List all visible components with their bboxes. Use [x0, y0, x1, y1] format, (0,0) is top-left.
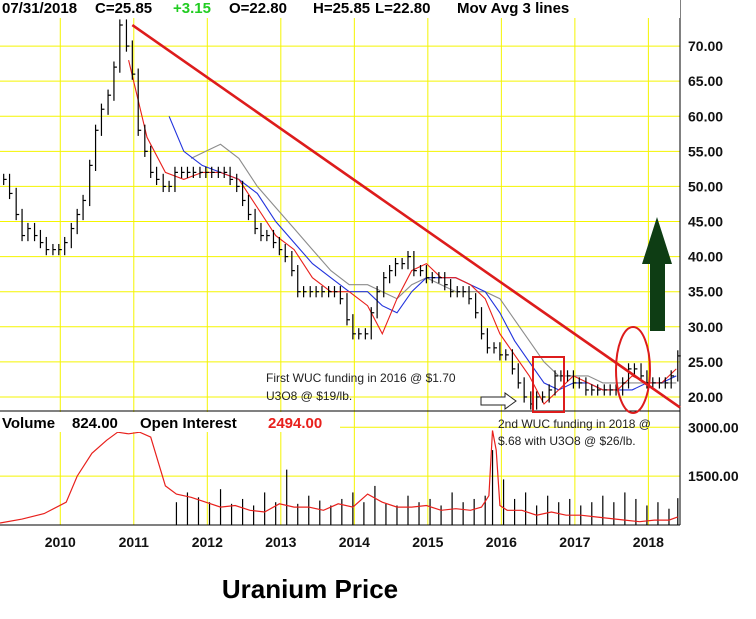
header-low: L=22.80 [375, 0, 430, 17]
price-grid [0, 18, 680, 525]
x-tick-label: 2017 [559, 534, 590, 550]
x-tick-label: 2014 [339, 534, 370, 550]
header-date: 07/31/2018 [2, 0, 77, 17]
price-tick-label: 20.00 [688, 389, 723, 405]
volume-tick-label: 3000.00 [688, 419, 739, 435]
volume-header-bg [0, 412, 340, 432]
x-axis-ticks: 2010 2011 2012 2013 2014 2015 2016 2017 2018 [45, 534, 664, 550]
price-tick-label: 70.00 [688, 38, 723, 54]
price-tick-label: 60.00 [688, 108, 723, 124]
annotation-second-line2: $.68 with U3O8 @ $26/lb. [498, 434, 636, 448]
x-tick-label: 2016 [486, 534, 517, 550]
x-tick-label: 2013 [265, 534, 296, 550]
trendline-layer [131, 23, 681, 409]
moving-average-layer [128, 59, 677, 405]
ma-slow-line [190, 143, 677, 384]
open-interest-layer [0, 430, 679, 524]
volume-axis-ticks: 1500.00 3000.00 [688, 419, 739, 484]
price-tick-label: 30.00 [688, 319, 723, 335]
price-bars [3, 19, 681, 410]
header-open: O=22.80 [229, 0, 287, 17]
annotation-second-line1: 2nd WUC funding in 2018 @ [498, 417, 651, 431]
price-tick-label: 35.00 [688, 284, 723, 300]
x-tick-label: 2011 [119, 534, 150, 550]
price-tick-label: 40.00 [688, 249, 723, 265]
pointer-arrow-icon [480, 392, 517, 410]
header-high: H=25.85 [313, 0, 370, 17]
ma-fast-line [128, 59, 677, 405]
x-tick-label: 2012 [192, 534, 223, 550]
x-tick-label: 2010 [45, 534, 76, 550]
header-bg [0, 0, 680, 18]
volume-value: 824.00 [72, 415, 118, 432]
open-interest-value: 2494.00 [268, 415, 322, 432]
volume-label: Volume [2, 415, 55, 432]
ma-mid-line [168, 116, 677, 391]
x-tick-label: 2015 [412, 534, 443, 550]
price-tick-label: 25.00 [688, 354, 723, 370]
header-change: +3.15 [173, 0, 211, 17]
volume-bars [175, 450, 679, 525]
highlight-box-2016 [532, 356, 565, 413]
annotation-first-line1: First WUC funding in 2016 @ $1.70 [266, 371, 456, 385]
x-tick-label: 2018 [633, 534, 664, 550]
open-interest-line [0, 430, 679, 524]
volume-tick-label: 1500.00 [688, 468, 739, 484]
price-axis-ticks: 20.00 25.00 30.00 35.00 40.00 45.00 50.00 55.00… [688, 38, 723, 405]
trendline [131, 23, 681, 409]
price-tick-label: 50.00 [688, 178, 723, 194]
header-close: C=25.85 [95, 0, 152, 17]
chart-caption: Uranium Price [221, 574, 399, 604]
up-arrow-icon [642, 217, 672, 331]
annotation-first-line2: U3O8 @ $19/lb. [266, 389, 352, 403]
price-tick-label: 45.00 [688, 214, 723, 230]
price-tick-label: 55.00 [688, 143, 723, 159]
open-interest-label: Open Interest [140, 415, 237, 432]
price-tick-label: 65.00 [688, 73, 723, 89]
highlight-ellipse-2018 [615, 326, 651, 414]
header-indicator: Mov Avg 3 lines [457, 0, 569, 17]
